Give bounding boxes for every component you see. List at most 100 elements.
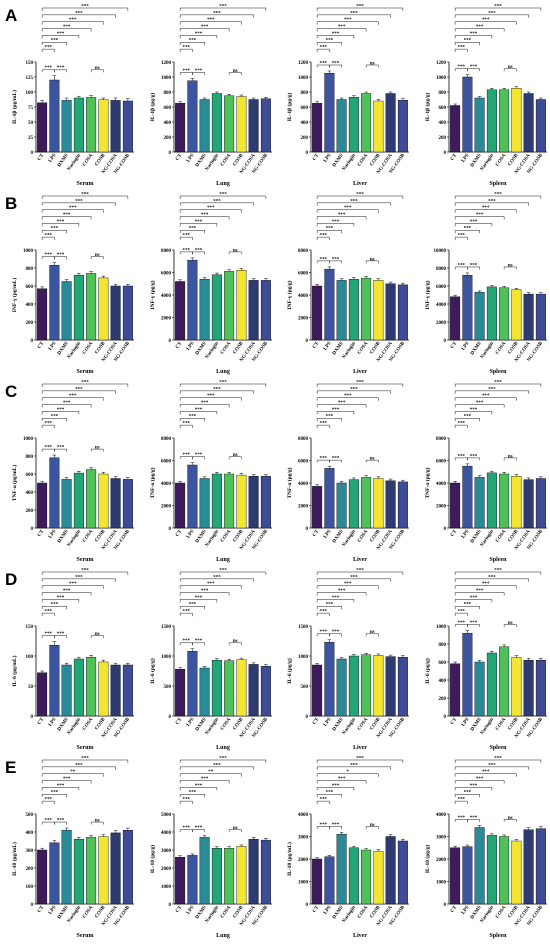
significance-bracket [316,411,355,415]
y-tick-label: 2000 [298,504,309,509]
significance-bracket [41,787,80,791]
x-tick-label: COSA [82,153,94,168]
bar-dxms [336,99,347,153]
bar-ng-cosb [397,840,408,905]
significance-label: ns [95,66,100,71]
bar-ct [449,847,460,905]
bar-ct [174,668,185,717]
x-tick-label: COSA [220,341,232,356]
significance-label: ns [370,630,375,635]
bar-cosa [86,469,97,529]
bar-naringin [211,93,222,153]
significance-label: *** [320,422,328,427]
y-tick-label: 0 [168,527,171,532]
y-tick-label: 200 [26,321,34,326]
x-tick-label: CT [312,341,320,350]
significance-label: *** [63,777,71,782]
bar-lps [324,468,335,529]
significance-bracket [316,585,379,589]
bar-lps [186,650,197,717]
panel-title: Serum [77,745,94,751]
significance-label: *** [332,408,340,413]
bar-ng-cosb [397,284,408,341]
bar-ct [312,664,323,717]
significance-bracket [41,794,67,798]
y-tick-label: 5000 [161,813,172,818]
panel-title: Liver [353,369,367,375]
significance-label: *** [194,248,202,253]
significance-label: *** [320,234,328,239]
significance-bracket [179,48,193,53]
significance-label: *** [45,66,53,71]
y-tick-label: 150 [26,625,34,630]
bar-naringin [486,286,497,341]
bar-lps [186,855,197,905]
significance-label: *** [57,784,65,789]
significance-label: *** [213,763,221,768]
significance-bracket [41,800,55,805]
significance-bracket-short [54,635,67,639]
y-tick-label: 4000 [298,294,309,299]
y-tick-label: 0 [168,715,171,720]
significance-label: *** [200,777,208,782]
significance-label: *** [57,66,65,71]
bar-ng-cosb [397,656,408,717]
y-tick-label: 1500 [298,625,309,630]
x-tick-label: COSA [495,529,507,544]
bar-dxms [61,281,72,341]
x-tick-label: COSA [357,717,369,732]
significance-label: *** [69,582,77,587]
significance-bracket [41,606,67,610]
bar-ct [449,296,460,341]
significance-bracket-short [365,64,379,68]
bar-cosb [510,657,521,717]
significance-label: ns [507,65,512,70]
significance-label: ns [507,621,512,626]
significance-label: *** [338,25,346,30]
bar-dxms [199,667,210,717]
significance-bracket-short [228,456,242,460]
significance-label: *** [81,756,89,761]
x-tick-label: CT [312,717,320,726]
significance-bracket [454,28,504,32]
significance-bracket-short [90,256,104,260]
y-tick-label: 800 [26,267,34,272]
significance-bracket [454,571,541,575]
bar-ng-cosa [385,93,396,153]
significance-bracket [454,404,504,408]
significance-bracket [41,195,129,199]
y-tick-label: 0 [306,715,309,720]
x-tick-label: COSB [95,717,107,732]
y-tick-label: 1000 [161,76,172,81]
significance-label: ns [95,818,100,823]
x-tick-label: CT [450,529,458,538]
bar-lps [49,265,60,341]
x-tick-label: CT [175,153,183,162]
significance-bracket [316,236,330,241]
y-axis-label: IL-6 (pg/g) [286,658,293,684]
significance-bracket [316,418,342,422]
significance-bracket [316,578,391,582]
significance-label: *** [457,65,465,70]
significance-bracket [454,383,541,387]
significance-label: *** [75,199,83,204]
significance-bracket [179,424,193,429]
x-tick-label: COSA [82,717,94,732]
y-tick-label: 1000 [23,249,34,254]
y-tick-label: 8000 [161,437,172,442]
y-tick-label: 1000 [161,885,172,890]
significance-label: *** [356,192,364,197]
y-tick-label: 500 [301,685,309,690]
y-tick-label: 400 [26,831,34,836]
significance-bracket [316,216,367,220]
significance-bracket [454,411,492,415]
bar-lps [461,465,472,529]
x-tick-label: LPS [48,153,57,164]
significance-bracket [179,578,254,582]
significance-bracket [41,418,67,422]
significance-label: ns [232,639,237,644]
significance-label: *** [320,257,328,262]
x-tick-label: LPS [461,529,470,540]
bar-naringin [211,659,222,717]
significance-bracket [454,578,529,582]
